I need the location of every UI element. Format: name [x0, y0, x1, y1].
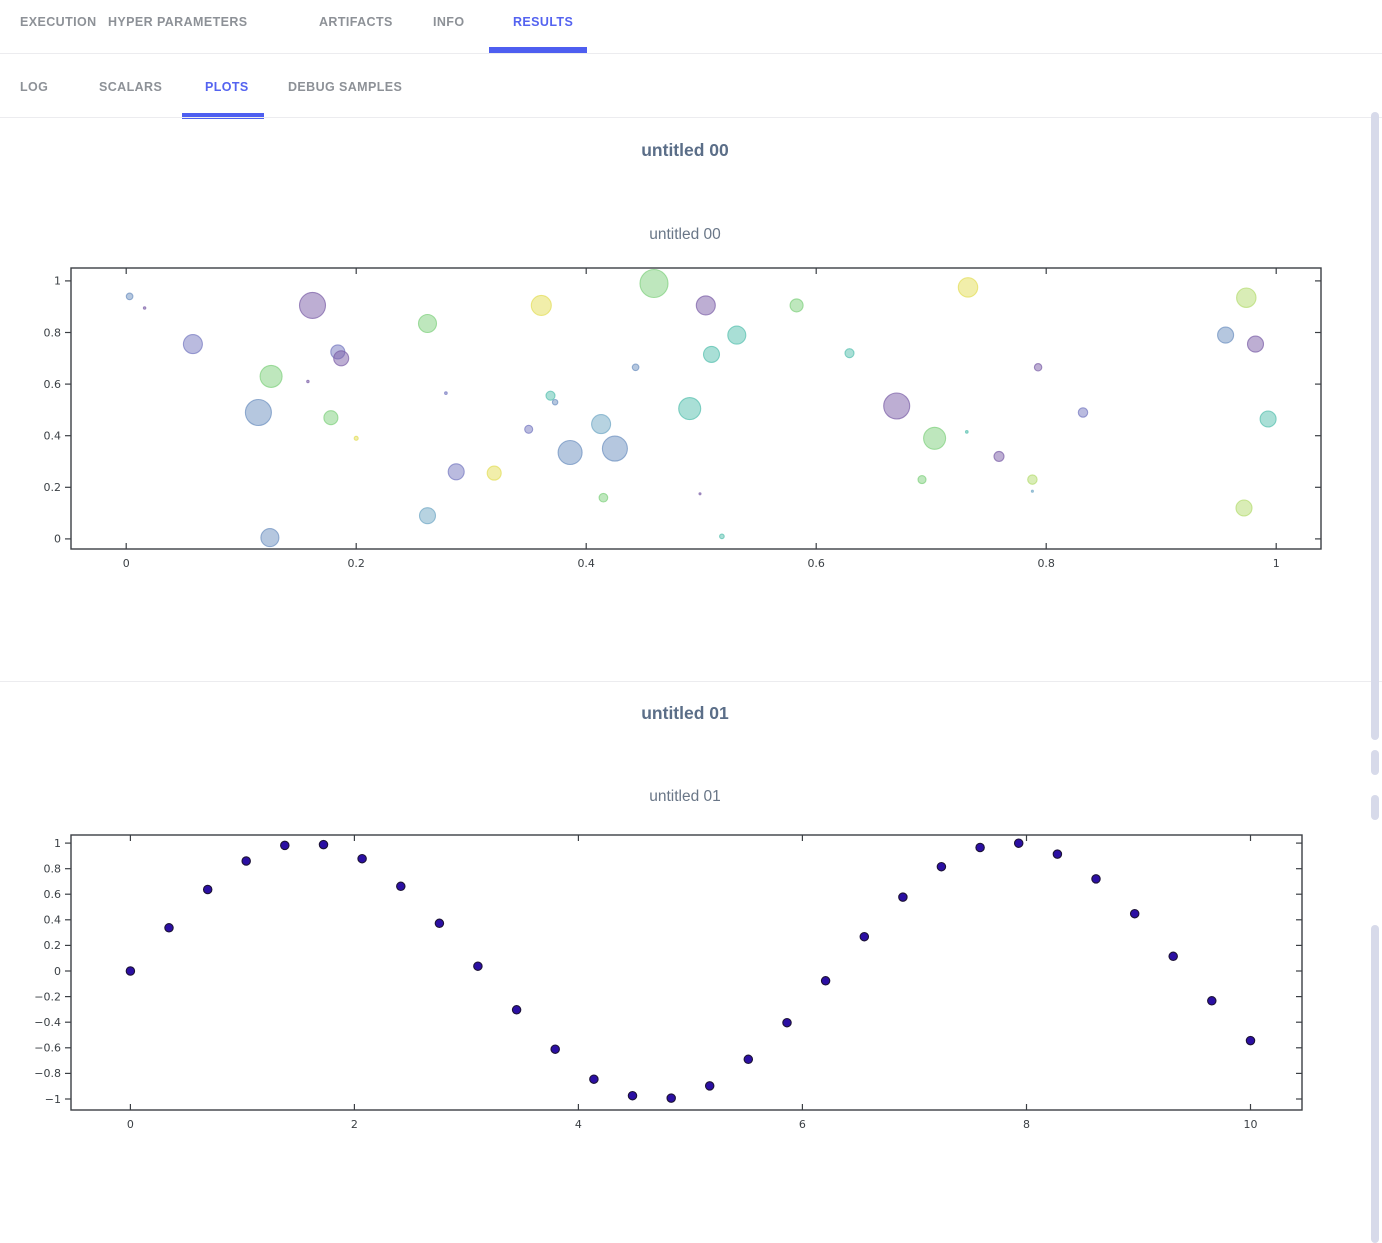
- svg-text:0.8: 0.8: [44, 326, 62, 339]
- svg-text:0: 0: [54, 965, 61, 978]
- svg-text:−1: −1: [45, 1093, 61, 1106]
- svg-text:10: 10: [1244, 1118, 1258, 1131]
- svg-text:0: 0: [54, 533, 61, 546]
- section-title-untitled-00: untitled 00: [641, 140, 729, 160]
- tab-info[interactable]: INFO: [433, 15, 465, 29]
- tabbar-divider: [0, 53, 1382, 54]
- svg-text:1: 1: [54, 837, 61, 850]
- svg-text:−0.8: −0.8: [34, 1067, 61, 1080]
- svg-text:0: 0: [123, 557, 130, 570]
- svg-text:0.4: 0.4: [44, 430, 62, 443]
- section-title-untitled-01: untitled 01: [641, 703, 729, 723]
- svg-text:0.4: 0.4: [577, 557, 595, 570]
- top-tab-bar: EXECUTION HYPER PARAMETERS ARTIFACTS INF…: [0, 0, 1382, 53]
- svg-text:1: 1: [1273, 557, 1280, 570]
- tab-artifacts[interactable]: ARTIFACTS: [319, 15, 393, 29]
- svg-text:−0.4: −0.4: [34, 1016, 61, 1029]
- subtab-scalars[interactable]: SCALARS: [99, 80, 163, 94]
- svg-text:4: 4: [575, 1118, 582, 1131]
- subtab-plots[interactable]: PLOTS: [205, 80, 249, 94]
- svg-text:−0.2: −0.2: [34, 990, 61, 1003]
- svg-text:2: 2: [351, 1118, 358, 1131]
- svg-text:0.6: 0.6: [807, 557, 825, 570]
- svg-text:0.2: 0.2: [44, 481, 62, 494]
- scrollbar-thumb-bottom[interactable]: [1371, 925, 1379, 1243]
- figure-title-untitled-00: untitled 00: [649, 226, 721, 243]
- active-subtab-indicator: [182, 113, 264, 119]
- svg-text:0: 0: [127, 1118, 134, 1131]
- svg-text:0.2: 0.2: [44, 939, 62, 952]
- tab-hyper-parameters[interactable]: HYPER PARAMETERS: [108, 15, 248, 29]
- active-tab-indicator: [489, 47, 587, 53]
- svg-text:0.2: 0.2: [347, 557, 365, 570]
- svg-text:0.8: 0.8: [1037, 557, 1055, 570]
- scrollbar-thumb-main[interactable]: [1371, 112, 1379, 740]
- figure-title-untitled-01: untitled 01: [649, 788, 721, 805]
- subtabbar-divider: [0, 117, 1382, 118]
- svg-text:−0.6: −0.6: [34, 1042, 61, 1055]
- svg-text:0.6: 0.6: [44, 378, 62, 391]
- svg-text:1: 1: [54, 275, 61, 288]
- svg-text:6: 6: [799, 1118, 806, 1131]
- svg-text:0.6: 0.6: [44, 888, 62, 901]
- scrollbar-thumb-small-2[interactable]: [1371, 795, 1379, 820]
- svg-text:0.8: 0.8: [44, 863, 62, 876]
- subtab-log[interactable]: LOG: [20, 80, 49, 94]
- tab-execution[interactable]: EXECUTION: [20, 15, 97, 29]
- subtab-debug-samples[interactable]: DEBUG SAMPLES: [288, 80, 403, 94]
- svg-text:8: 8: [1023, 1118, 1030, 1131]
- tab-results[interactable]: RESULTS: [513, 15, 574, 29]
- section-divider: [0, 681, 1382, 682]
- scrollbar-thumb-small-1[interactable]: [1371, 750, 1379, 775]
- svg-text:0.4: 0.4: [44, 914, 62, 927]
